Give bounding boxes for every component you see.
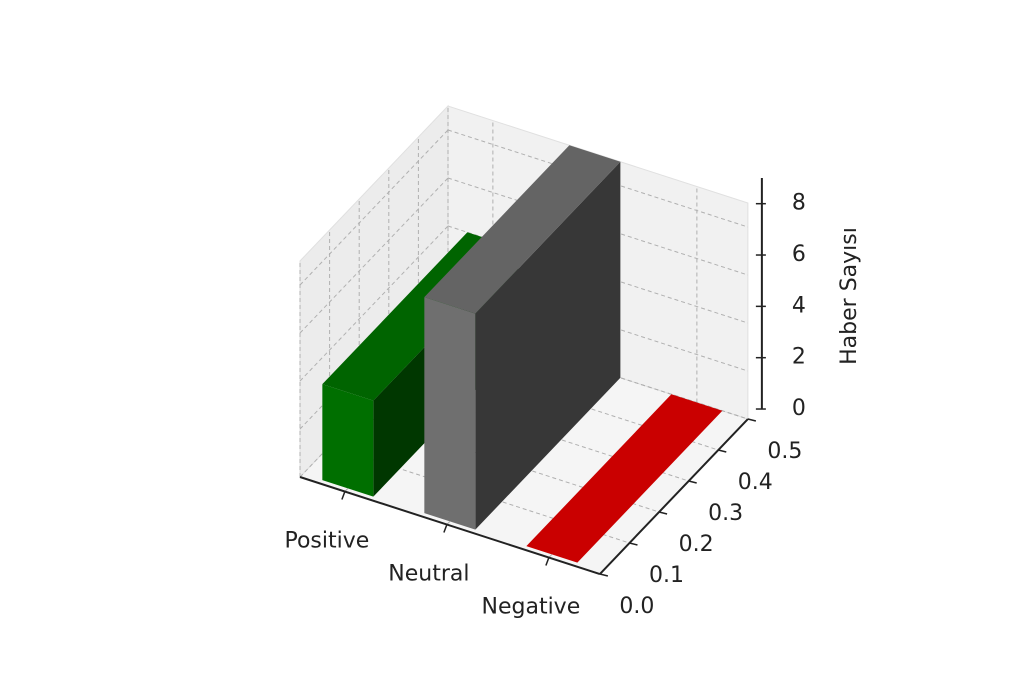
bar-top-face [526,394,723,563]
z-axis-label: Haber Sayısı [837,227,862,365]
y-tick-label: 0.1 [649,563,684,588]
y-tick [688,480,697,484]
bar-front-face [322,384,374,497]
y-tick-label: 0.5 [767,439,802,464]
x-tick [545,557,550,566]
x-axis [299,476,601,575]
bar-front-face [424,297,476,530]
bar [526,394,723,563]
y-tick [747,418,757,422]
bar-right-face [475,161,621,530]
z-tick-label: 4 [792,293,806,318]
y-axis [599,418,749,575]
grid-line [299,177,449,334]
x-tick-label: Negative [482,595,581,620]
x-tick [341,491,346,500]
y-tick-label: 0.2 [679,532,714,557]
z-tick-label: 8 [792,191,806,216]
y-tick [599,573,609,577]
y-tick-label: 0.4 [738,470,773,495]
bar-top-face [424,145,621,314]
y-tick-label: 0.3 [708,501,743,526]
grid-line [299,129,449,286]
z-tick-label: 6 [792,242,806,267]
grid-line [299,225,449,382]
z-tick-label: 0 [792,396,806,421]
y-tick [658,511,668,515]
z-tick-label: 2 [792,345,806,370]
bar [424,145,621,530]
y-tick [629,542,638,546]
x-tick-label: Neutral [388,562,469,587]
x-tick [443,524,448,533]
y-tick-label: 0.0 [619,594,654,619]
y-tick [718,449,727,453]
x-tick-label: Positive [284,529,369,554]
